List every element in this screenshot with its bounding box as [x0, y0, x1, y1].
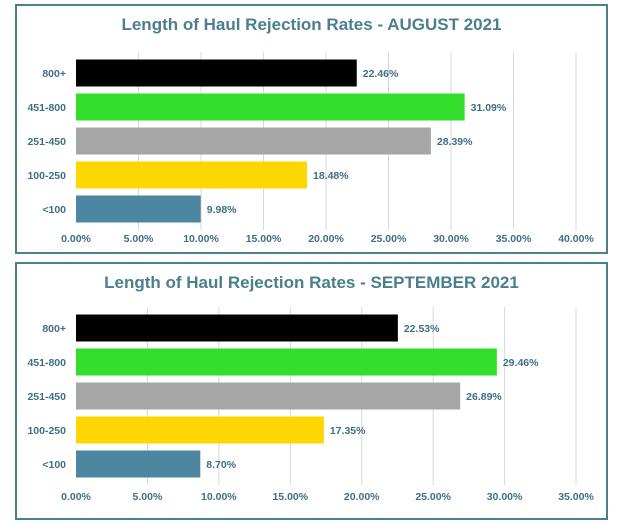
category-label: 800+ — [42, 68, 66, 80]
chart-september: Length of Haul Rejection Rates - SEPTEMB… — [27, 273, 594, 503]
value-label: 28.39% — [437, 136, 473, 148]
category-label: 800+ — [42, 323, 66, 335]
value-label: 22.46% — [363, 68, 399, 80]
category-label: 251-450 — [27, 391, 66, 403]
bar-sep-3 — [76, 416, 324, 444]
category-label: 100-250 — [27, 425, 66, 437]
value-label: 26.89% — [466, 391, 502, 403]
x-tick-label: 35.00% — [558, 491, 594, 503]
x-tick-label: 25.00% — [371, 233, 407, 245]
chart-panel-september: Length of Haul Rejection Rates - SEPTEMB… — [15, 262, 608, 520]
bar-sep-0 — [76, 314, 398, 342]
x-tick-label: 0.00% — [61, 233, 91, 245]
category-label: 251-450 — [27, 136, 66, 148]
chart-august: Length of Haul Rejection Rates - AUGUST … — [27, 15, 594, 245]
bar-sep-2 — [76, 382, 461, 410]
bar-aug-4 — [76, 195, 201, 223]
value-label: 31.09% — [471, 102, 507, 114]
category-label: 451-800 — [27, 357, 66, 369]
x-tick-label: 25.00% — [415, 491, 451, 503]
x-tick-label: 20.00% — [308, 233, 344, 245]
x-tick-label: 0.00% — [61, 491, 91, 503]
bar-aug-3 — [76, 161, 307, 189]
bar-aug-1 — [76, 93, 465, 121]
bar-aug-2 — [76, 127, 431, 155]
x-tick-label: 20.00% — [344, 491, 380, 503]
x-tick-label: 10.00% — [201, 491, 237, 503]
x-tick-label: 30.00% — [487, 491, 523, 503]
x-tick-label: 35.00% — [496, 233, 532, 245]
value-label: 22.53% — [404, 323, 440, 335]
bar-sep-4 — [76, 450, 201, 478]
chart-panel-august: Length of Haul Rejection Rates - AUGUST … — [15, 4, 608, 254]
x-tick-label: 30.00% — [433, 233, 469, 245]
x-tick-label: 15.00% — [246, 233, 282, 245]
x-tick-label: 10.00% — [183, 233, 219, 245]
category-label: <100 — [42, 459, 66, 471]
category-label: 451-800 — [27, 102, 66, 114]
x-tick-label: 15.00% — [272, 491, 308, 503]
x-tick-label: 5.00% — [124, 233, 154, 245]
bar-aug-0 — [76, 59, 357, 87]
category-label: <100 — [42, 204, 66, 216]
chart-title: Length of Haul Rejection Rates - SEPTEMB… — [104, 273, 519, 292]
value-label: 8.70% — [206, 459, 236, 471]
value-label: 17.35% — [330, 425, 366, 437]
bar-sep-1 — [76, 348, 497, 376]
x-tick-label: 5.00% — [133, 491, 163, 503]
x-tick-label: 40.00% — [558, 233, 594, 245]
value-label: 9.98% — [207, 204, 237, 216]
category-label: 100-250 — [27, 170, 66, 182]
value-label: 29.46% — [503, 357, 539, 369]
value-label: 18.48% — [313, 170, 349, 182]
chart-title: Length of Haul Rejection Rates - AUGUST … — [121, 15, 501, 34]
